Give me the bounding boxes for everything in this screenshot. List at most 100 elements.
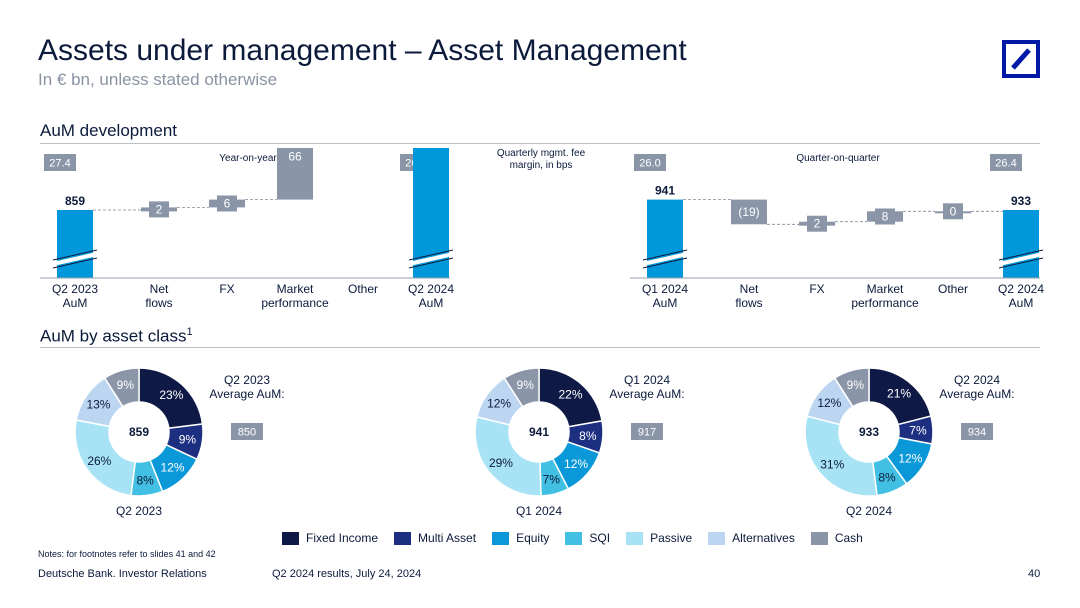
total-bar [57,210,93,278]
legend-swatch [492,531,510,545]
axis-break [642,252,688,266]
page-number: 40 [1028,568,1041,580]
bar-value-label: 2 [814,217,821,231]
category-label: Net [150,282,169,296]
delta-label-bg [807,215,827,232]
average-label: Q2 2024 [954,373,1000,387]
bar-value-label: 2 [156,202,163,216]
category-label: FX [809,282,824,296]
legend: Fixed Income Multi Asset Equity SQI Pass… [282,531,863,545]
donut-slice [474,416,542,497]
average-value-badge: 850 [238,427,256,439]
slice-label: 9% [847,378,865,392]
footer-company: Deutsche Bank. Investor Relations [38,568,207,580]
axis-break [998,249,1044,261]
slice-label: 8% [579,429,597,443]
donut-center-value: 859 [129,425,149,439]
axis-break [52,252,98,266]
legend-item: SQI [565,531,610,545]
waterfall-title: Year-on-year [219,153,277,164]
donut-slice [103,367,140,408]
bar-value-label: 859 [65,194,85,208]
category-label: Q1 2024 [642,282,688,296]
average-label: Average AuM: [609,387,684,401]
donut-title: Q2 2023 [116,504,162,518]
axis-break [408,252,454,266]
average-label: Q2 2023 [224,373,270,387]
total-bar [647,199,683,278]
donut-slice [503,367,540,408]
legend-item: Passive [626,531,692,545]
legend-swatch [626,531,644,545]
slice-label: 8% [878,471,896,485]
category-label: performance [261,296,329,310]
donut-slice [74,419,137,497]
average-label: Q1 2024 [624,373,670,387]
category-label: performance [851,296,919,310]
slice-label: 12% [161,461,185,475]
category-label: flows [735,296,762,310]
slice-label: 9% [179,433,197,447]
legend-swatch [565,531,583,545]
legend-item: Cash [810,531,863,545]
waterfall-title: Quarter-on-quarter [796,153,880,164]
donut-title: Q1 2024 [516,504,562,518]
donut-center-value: 933 [859,425,879,439]
margin-start-badge-bg [634,154,666,171]
slice-label: 22% [558,387,582,401]
footer-event: Q2 2024 results, July 24, 2024 [272,568,422,580]
donut-slice [804,415,878,497]
slice-label: 13% [86,397,110,411]
slice-label: 8% [136,474,154,488]
average-label: Average AuM: [939,387,1014,401]
category-label: Net [740,282,759,296]
axis-break [998,257,1044,269]
average-value-badge: 934 [968,427,986,439]
legend-swatch [810,531,828,545]
category-label: FX [219,282,234,296]
bar-value-label: 66 [288,150,302,164]
average-value-badge: 917 [638,427,656,439]
axis-break [408,257,454,269]
category-label: flows [145,296,172,310]
legend-item: Alternatives [708,531,795,545]
average-badge-bg [231,423,263,440]
slice-label: 26% [87,454,111,468]
delta-label-bg [875,208,895,225]
legend-swatch [708,531,726,545]
category-label: AuM [63,296,88,310]
slice-label: 21% [887,386,911,400]
average-badge-bg [961,423,993,440]
margin-start-badge: 26.0 [639,158,660,170]
category-label: Market [867,282,904,296]
section-aum-development: AuM development [40,121,178,140]
bar-value-label: 6 [224,197,231,211]
axis-break [52,249,98,261]
delta-label-bg [149,201,169,218]
slice-label: 9% [117,378,135,392]
donut-slice [833,367,870,408]
bar-value-label: 0 [950,204,957,218]
slice-label: 9% [517,378,535,392]
slice-label: 12% [487,397,511,411]
category-label: Q2 2023 [52,282,98,296]
donut-title: Q2 2024 [846,504,892,518]
page-subtitle: In € bn, unless stated otherwise [38,70,278,89]
slice-label: 7% [543,472,561,486]
fee-margin-label: Quarterly mgmt. fee margin, in bps [496,148,586,171]
slice-label: 12% [898,451,922,465]
margin-end-badge: 26.4 [995,158,1016,170]
delta-label-bg [285,148,305,165]
axis-break [408,249,454,261]
category-label: Q2 2024 [408,282,454,296]
deutsche-bank-logo [1002,40,1040,78]
slice-label: 29% [489,456,513,470]
axis-break [52,257,98,269]
legend-item: Multi Asset [394,531,476,545]
legend-item: Equity [492,531,549,545]
slice-label: 31% [820,457,844,471]
divider [40,143,1040,144]
